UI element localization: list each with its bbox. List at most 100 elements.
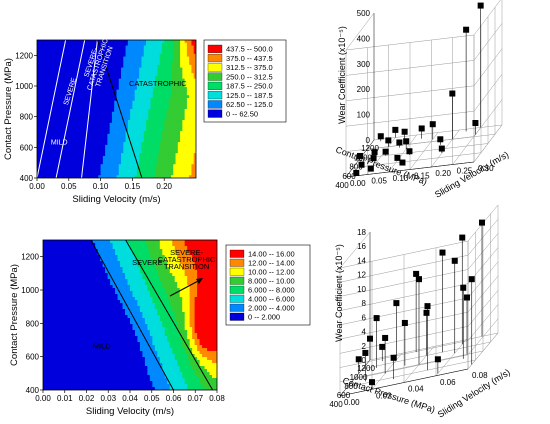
- contour-cell: [100, 166, 104, 171]
- contour-cell: [75, 114, 79, 118]
- contour-cell: [57, 53, 61, 58]
- contour-cell: [39, 40, 43, 44]
- contour-cell: [77, 73, 81, 77]
- contour-cell: [48, 42, 52, 47]
- contour-cell: [148, 125, 152, 129]
- contour-cell: [146, 62, 149, 66]
- contour-cell: [37, 150, 40, 154]
- contour-cell: [134, 114, 138, 118]
- contour-cell: [152, 89, 156, 94]
- contour-cell: [110, 309, 114, 313]
- contour-cell: [182, 42, 186, 47]
- contour-cell: [75, 100, 79, 105]
- contour-cell: [80, 300, 84, 304]
- contour-cell: [97, 288, 101, 292]
- contour-cell: [95, 378, 99, 382]
- contour-cell: [75, 291, 79, 295]
- contour-cell: [72, 312, 76, 316]
- contour-cell: [39, 109, 43, 113]
- contour-cell: [91, 59, 95, 63]
- contour-cell: [82, 75, 86, 80]
- contour-cell: [39, 78, 43, 82]
- contour-cell: [134, 51, 138, 55]
- contour-cell: [109, 161, 113, 165]
- contour-cell: [150, 106, 154, 110]
- contour-cell: [82, 255, 86, 259]
- contour-cell: [86, 109, 90, 113]
- contour-cell: [39, 64, 43, 69]
- contour-cell: [71, 78, 74, 82]
- contour-cell: [102, 158, 106, 163]
- contour-cell: [127, 92, 131, 96]
- contour-cell: [123, 136, 127, 140]
- contour-cell: [80, 147, 84, 151]
- legend-swatch: [207, 81, 223, 90]
- contour-cell: [159, 131, 163, 135]
- contour-cell: [180, 64, 183, 69]
- contour-cell: [143, 128, 147, 132]
- contour-cell: [57, 318, 61, 322]
- contour-cell: [148, 70, 152, 74]
- contour-cell: [189, 128, 193, 132]
- contour-cell: [71, 172, 74, 176]
- contour-cell: [150, 81, 154, 85]
- contour-cell: [43, 133, 47, 138]
- contour-cell: [127, 122, 131, 127]
- contour-cell: [66, 150, 70, 154]
- contour-cell: [71, 133, 74, 138]
- contour-cell: [89, 73, 93, 77]
- contour-cell: [39, 169, 43, 174]
- legend-swatch: [207, 91, 223, 100]
- contour-cell: [84, 131, 88, 135]
- contour-cell: [50, 81, 54, 85]
- contour-cell: [191, 158, 195, 163]
- contour-cell: [82, 279, 86, 283]
- contour-cell: [146, 81, 149, 85]
- contour-cell: [37, 67, 40, 71]
- contour-cell: [60, 255, 64, 259]
- contour-cell: [97, 240, 101, 244]
- contour-cell: [100, 114, 104, 118]
- contour-cell: [80, 336, 84, 340]
- contour-cell: [150, 139, 154, 143]
- contour-cell: [121, 95, 124, 99]
- contour-cell: [143, 73, 147, 77]
- contour-cell: [82, 81, 86, 85]
- contour-cell: [125, 64, 129, 69]
- contour-cell: [46, 120, 49, 124]
- contour-cell: [171, 97, 174, 102]
- contour-cell: [180, 97, 183, 102]
- contour-cell: [139, 164, 143, 168]
- contour-cell: [184, 128, 188, 132]
- contour-cell: [157, 169, 161, 174]
- contour-cell: [152, 128, 156, 132]
- contour-cell: [47, 363, 52, 367]
- contour-cell: [159, 139, 163, 143]
- contour-cell: [82, 276, 86, 280]
- contour-cell: [109, 53, 113, 58]
- contour-cell: [77, 84, 81, 88]
- contour-cell: [111, 131, 115, 135]
- contour-cell: [102, 381, 106, 385]
- contour-cell: [166, 136, 170, 140]
- contour-cell: [73, 153, 77, 157]
- contour-cell: [182, 64, 186, 69]
- contour-cell: [180, 75, 183, 80]
- contour-cell: [102, 279, 106, 283]
- contour-cell: [98, 172, 102, 176]
- contour-cell: [92, 363, 96, 367]
- contour-cell: [47, 378, 52, 382]
- contour-cell: [91, 144, 95, 149]
- contour-cell: [100, 285, 104, 289]
- contour-cell: [175, 103, 179, 107]
- contour-cell: [75, 360, 79, 364]
- contour-cell: [60, 282, 64, 286]
- contour-cell: [118, 92, 122, 96]
- contour-cell: [139, 67, 143, 71]
- contour-cell: [191, 78, 195, 82]
- contour-cell: [50, 363, 54, 367]
- legend-entry-label: 312.5 -- 375.0: [226, 63, 273, 72]
- contour-cell: [46, 48, 49, 52]
- contour-cell: [96, 89, 99, 94]
- contour-cell: [46, 128, 49, 132]
